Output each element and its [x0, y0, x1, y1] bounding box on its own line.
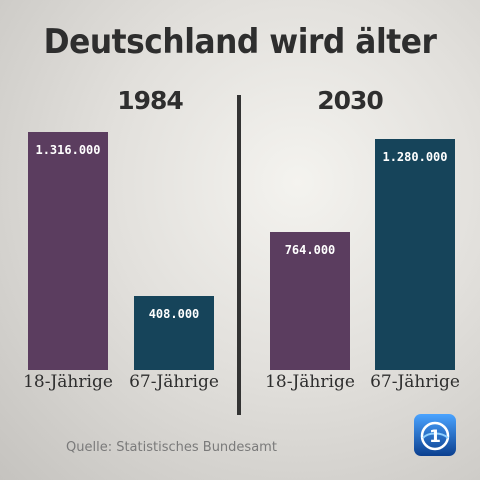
- value-label-18-1984: 1.316.000: [35, 143, 101, 157]
- value-label-67-2030: 1.280.000: [382, 150, 448, 164]
- group-label-1984: 1984: [117, 86, 184, 115]
- ard-tagesschau-logo-icon: 1: [414, 414, 456, 456]
- category-label-18-2030: 18-Jährige: [265, 372, 355, 392]
- category-label-18-1984: 18-Jährige: [23, 372, 113, 392]
- value-label-18-2030: 764.000: [284, 243, 336, 257]
- svg-text:1: 1: [429, 427, 441, 447]
- group-divider: [237, 95, 241, 415]
- bar-18-2030: [270, 232, 350, 370]
- category-label-67-2030: 67-Jährige: [370, 372, 460, 392]
- group-label-2030: 2030: [317, 86, 384, 115]
- value-label-67-1984: 408.000: [148, 307, 200, 321]
- category-label-67-1984: 67-Jährige: [129, 372, 219, 392]
- bar-67-2030: [375, 139, 455, 370]
- bar-67-1984: [134, 296, 214, 370]
- bar-18-1984: [28, 132, 108, 370]
- chart-title: Deutschland wird älter: [43, 22, 437, 62]
- source-note: Quelle: Statistisches Bundesamt: [66, 440, 277, 455]
